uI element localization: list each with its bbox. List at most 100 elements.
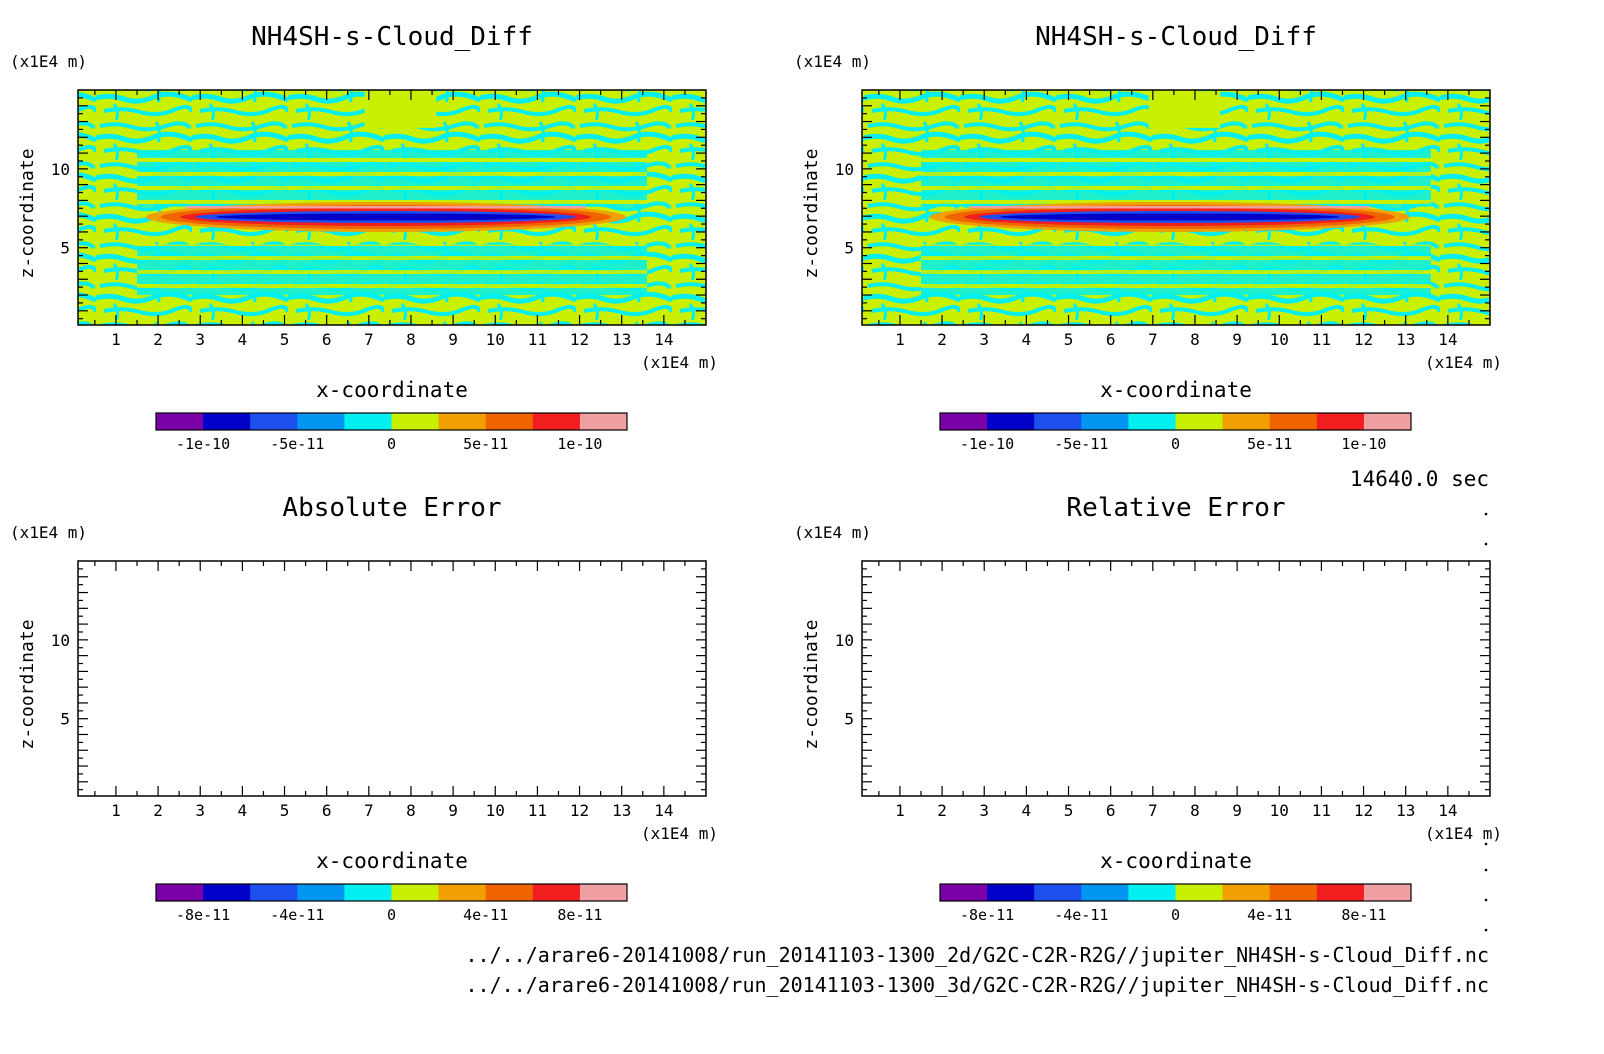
colorbar-tick-label: 5e-11 <box>463 435 508 453</box>
chart-title: NH4SH-s-Cloud_Diff <box>251 22 533 52</box>
x-tick-label: 10 <box>1270 801 1289 820</box>
colorbar-swatch <box>1128 884 1176 901</box>
y-tick-label: 5 <box>60 710 70 729</box>
x-unit-label: (x1E4 m) <box>1425 353 1502 372</box>
y-tick-label: 5 <box>844 710 854 729</box>
colorbar: -1e-10 -5e-11 0 5e-11 1e-10 <box>155 412 628 453</box>
x-tick-label: 6 <box>1106 330 1116 349</box>
colorbar-swatch <box>250 413 298 430</box>
footer-path-2d: ../../arare6-20141008/run_20141103-1300_… <box>466 943 1490 967</box>
plot-frame <box>861 89 1491 326</box>
x-tick-label: 9 <box>1232 330 1242 349</box>
colorbar-tick-label: 0 <box>387 435 396 453</box>
anomaly-max-line <box>185 205 586 209</box>
colorbar-tick-label: 4e-11 <box>463 906 508 924</box>
colorbar-swatch <box>987 413 1035 430</box>
x-tick-label: 7 <box>364 801 374 820</box>
colorbar-swatch <box>1034 884 1082 901</box>
x-tick-label: 13 <box>1396 801 1415 820</box>
x-tick-label: 7 <box>1148 330 1158 349</box>
colorbar-swatch <box>297 413 345 430</box>
colorbar-tick-label: -1e-10 <box>176 435 230 453</box>
x-tick-label: 3 <box>195 330 205 349</box>
colorbar-frame <box>155 883 628 902</box>
y-unit-label: (x1E4 m) <box>10 52 87 71</box>
field-band-lower <box>137 244 647 296</box>
x-tick-label: 8 <box>1190 330 1200 349</box>
x-tick-label: 5 <box>1064 801 1074 820</box>
decorative-dots <box>1484 512 1488 932</box>
y-axis-label: z-coordinate <box>17 148 38 278</box>
x-tick-label: 11 <box>528 801 547 820</box>
plot-frame <box>861 560 1491 797</box>
y-tick-label: 5 <box>844 239 854 258</box>
colorbar-swatch <box>1222 413 1271 430</box>
y-tick-label: 10 <box>835 160 854 179</box>
x-tick-label: 14 <box>654 330 673 349</box>
y-tick-label: 10 <box>835 631 854 650</box>
colorbar-swatch <box>1269 884 1318 901</box>
y-unit-label: (x1E4 m) <box>10 523 87 542</box>
colorbar-swatch <box>532 884 581 901</box>
x-tick-label: 11 <box>1312 801 1331 820</box>
field-band-lower <box>921 244 1431 296</box>
x-tick-label: 11 <box>528 330 547 349</box>
colorbar-swatch <box>250 884 298 901</box>
x-tick-label: 1 <box>111 330 121 349</box>
x-tick-label: 7 <box>1148 801 1158 820</box>
chart-title: Absolute Error <box>282 493 501 523</box>
x-tick-label: 12 <box>1354 801 1373 820</box>
x-axis-label: x-coordinate <box>316 378 468 402</box>
chart-panel-1: NH4SH-s-Cloud_Diff(x1E4 m)1 2 3 4 5 6 7 8 9 10 11 1… <box>10 22 718 453</box>
x-axis-label: x-coordinate <box>1100 378 1252 402</box>
y-unit-label: (x1E4 m) <box>794 52 871 71</box>
x-tick-label: 9 <box>448 801 458 820</box>
colorbar-tick-label: 1e-10 <box>557 435 602 453</box>
colorbar-swatch <box>485 884 534 901</box>
colorbar-tick-label: -5e-11 <box>1054 435 1108 453</box>
colorbar-swatch <box>1034 413 1082 430</box>
colorbar-swatch <box>940 413 988 430</box>
anomaly-max-line <box>969 205 1370 209</box>
x-tick-label: 8 <box>1190 801 1200 820</box>
colorbar-tick-label: 0 <box>387 906 396 924</box>
y-unit-label: (x1E4 m) <box>794 523 871 542</box>
x-tick-label: 3 <box>979 801 989 820</box>
colorbar-tick-label: 0 <box>1171 906 1180 924</box>
plot-frame <box>77 89 707 326</box>
x-tick-label: 2 <box>153 801 163 820</box>
x-tick-label: 14 <box>1438 801 1457 820</box>
colorbar-tick-label: -1e-10 <box>960 435 1014 453</box>
y-tick-label: 5 <box>60 239 70 258</box>
x-tick-label: 5 <box>1064 330 1074 349</box>
x-tick-label: 10 <box>1270 330 1289 349</box>
chart-panel-3: Absolute Error(x1E4 m)1 2 3 4 5 6 7 8 9 10 11 12 13 1… <box>10 493 718 924</box>
x-tick-label: 2 <box>937 330 947 349</box>
chart-title: Relative Error <box>1066 493 1285 523</box>
x-unit-label: (x1E4 m) <box>641 824 718 843</box>
colorbar-swatch <box>1269 413 1318 430</box>
x-tick-label: 9 <box>1232 801 1242 820</box>
colorbar-swatch <box>1128 413 1176 430</box>
y-tick-label: 10 <box>51 631 70 650</box>
colorbar-swatch <box>1363 413 1412 430</box>
colorbar-tick-label: 8e-11 <box>1341 906 1386 924</box>
colorbar-swatch <box>1175 413 1224 430</box>
colorbar-tick-label: -8e-11 <box>176 906 230 924</box>
colorbar-swatch <box>156 413 204 430</box>
colorbar-swatch <box>1081 884 1129 901</box>
x-tick-label: 6 <box>1106 801 1116 820</box>
x-tick-label: 14 <box>1438 330 1457 349</box>
colorbar-swatch <box>391 884 440 901</box>
colorbar: -8e-11 -4e-11 0 4e-11 8e-11 <box>939 883 1412 924</box>
x-tick-label: 4 <box>1022 330 1032 349</box>
colorbar-swatch <box>438 884 487 901</box>
colorbar-swatch <box>940 884 988 901</box>
colorbar-frame <box>155 412 628 431</box>
x-tick-label: 2 <box>153 330 163 349</box>
x-tick-label: 8 <box>406 801 416 820</box>
colorbar-tick-label: 0 <box>1171 435 1180 453</box>
x-tick-label: 13 <box>612 330 631 349</box>
anomaly-strong-negative <box>215 213 556 221</box>
